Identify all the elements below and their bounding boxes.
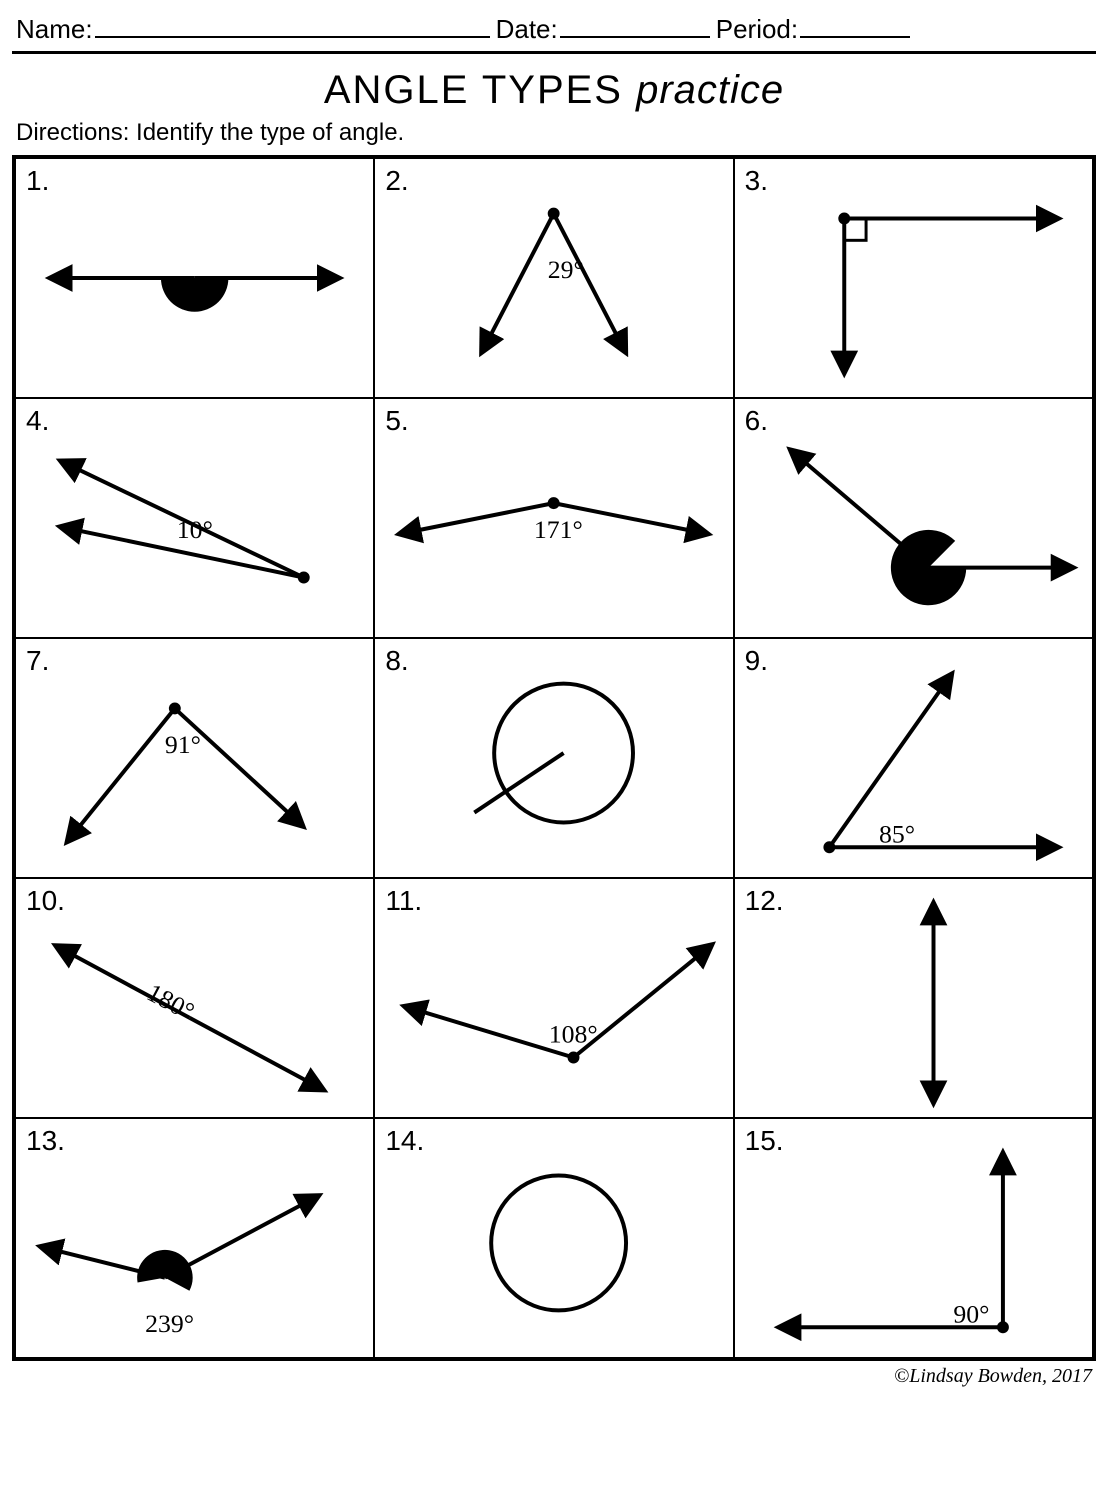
- angle-diagram: 239°: [16, 1119, 373, 1357]
- svg-text:85°: 85°: [879, 819, 915, 848]
- angle-diagram: [735, 399, 1092, 637]
- problem-cell: 5. 171°: [374, 398, 733, 638]
- name-blank[interactable]: [95, 12, 490, 38]
- angle-diagram: 108°: [375, 879, 732, 1117]
- problem-cell: 1.: [15, 158, 374, 398]
- angle-diagram: 171°: [375, 399, 732, 637]
- problem-cell: 6.: [734, 398, 1093, 638]
- problem-cell: 8.: [374, 638, 733, 878]
- angle-diagram: 85°: [735, 639, 1092, 877]
- period-blank[interactable]: [800, 12, 910, 38]
- svg-text:171°: 171°: [534, 515, 583, 544]
- angle-diagram: [375, 639, 732, 877]
- problem-cell: 15. 90°: [734, 1118, 1093, 1358]
- problem-cell: 13. 239°: [15, 1118, 374, 1358]
- directions: Directions: Identify the type of angle.: [16, 119, 1096, 147]
- svg-text:90°: 90°: [953, 1299, 989, 1328]
- problem-cell: 11. 108°: [374, 878, 733, 1118]
- angle-diagram: 29°: [375, 159, 732, 397]
- date-blank[interactable]: [560, 12, 710, 38]
- svg-text:108°: 108°: [549, 1020, 598, 1049]
- worksheet-page: Name: Date: Period: ANGLE TYPES practice…: [0, 0, 1108, 1394]
- problem-cell: 12.: [734, 878, 1093, 1118]
- angle-diagram: [16, 159, 373, 397]
- angle-diagram: 180°: [16, 879, 373, 1117]
- date-label: Date:: [496, 14, 558, 45]
- problem-cell: 9. 85°: [734, 638, 1093, 878]
- problem-cell: 4. 10°: [15, 398, 374, 638]
- problem-cell: 3.: [734, 158, 1093, 398]
- problem-cell: 7. 91°: [15, 638, 374, 878]
- angle-diagram: [735, 159, 1092, 397]
- angle-diagram: 90°: [735, 1119, 1092, 1357]
- angle-diagram: [375, 1119, 732, 1357]
- angle-diagram: 10°: [16, 399, 373, 637]
- title-upper: ANGLE TYPES: [324, 68, 623, 112]
- angle-diagram: 91°: [16, 639, 373, 877]
- header-rule: [12, 51, 1096, 54]
- title-script: practice: [636, 68, 784, 112]
- svg-text:29°: 29°: [548, 255, 584, 284]
- period-label: Period:: [716, 14, 798, 45]
- header-row: Name: Date: Period:: [12, 10, 1096, 49]
- page-title: ANGLE TYPES practice: [12, 68, 1096, 113]
- svg-text:239°: 239°: [145, 1309, 194, 1338]
- name-label: Name:: [16, 14, 93, 45]
- problem-cell: 14.: [374, 1118, 733, 1358]
- svg-text:10°: 10°: [177, 515, 213, 544]
- svg-text:91°: 91°: [165, 730, 201, 759]
- copyright: ©Lindsay Bowden, 2017: [12, 1365, 1096, 1388]
- problem-cell: 2. 29°: [374, 158, 733, 398]
- angle-diagram: [735, 879, 1092, 1117]
- problem-grid: 1. 2. 29°3. 4. 10°5. 171°6. 7. 91°8. 9.: [12, 155, 1096, 1361]
- problem-cell: 10. 180°: [15, 878, 374, 1118]
